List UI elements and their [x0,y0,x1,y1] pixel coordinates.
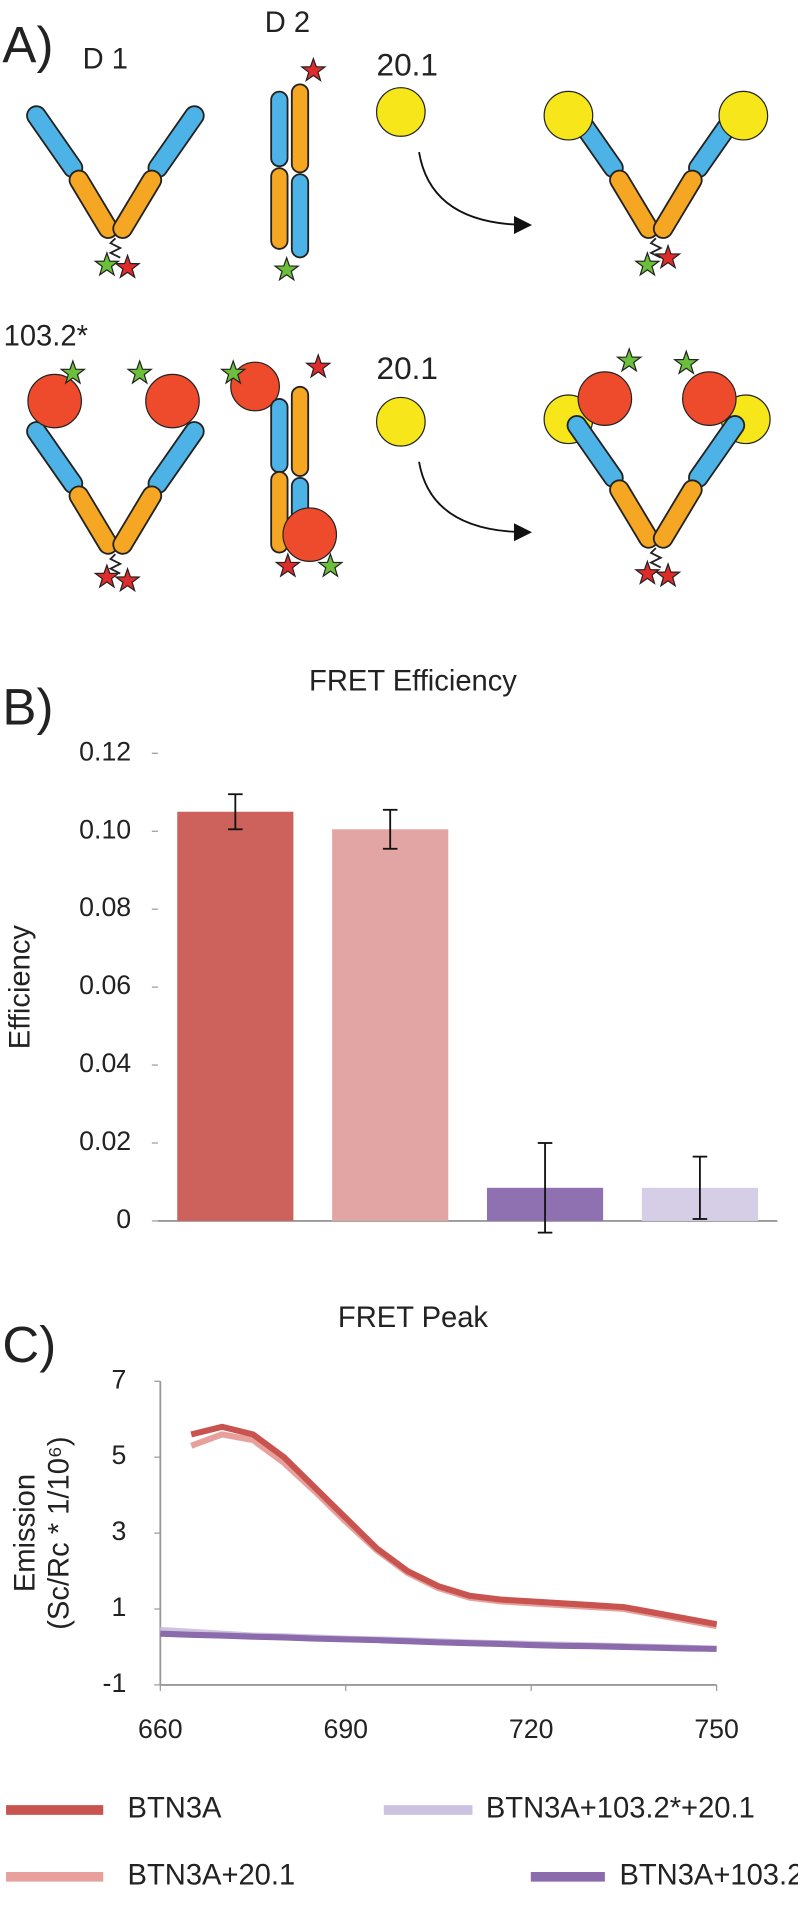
x-tick-label: 690 [323,1714,368,1744]
bar [332,829,449,1221]
protein [270,385,310,554]
y-axis-label: Efficiency [5,925,37,1050]
arrow [418,461,532,542]
star [94,252,120,276]
chart-title: FRET Peak [338,1302,489,1334]
arrow [418,151,532,235]
x-tick-label: 720 [509,1714,554,1744]
y-tick-label: 0.12 [79,736,131,766]
panel-label: A) [2,16,53,73]
y-tick-label: -1 [103,1668,127,1698]
star [274,257,299,281]
y-tick-label: 5 [111,1440,126,1470]
ligand [718,90,769,141]
y-axis-label: (Sc/Rc * 1/10⁶) [43,1436,75,1629]
y-tick-label: 0.10 [79,814,131,844]
star [94,564,120,588]
star [301,57,326,82]
star [115,254,140,278]
star [617,348,642,372]
ligand [375,396,426,447]
y-tick-label: 0.06 [79,970,131,1000]
label: D 1 [83,44,128,76]
legend-label: BTN3A+20.1 [128,1860,296,1892]
y-tick-label: 7 [111,1364,126,1394]
ligand [543,90,594,141]
star [674,350,699,374]
legend-label: BTN3A [128,1793,222,1825]
y-tick-label: 0.04 [79,1048,131,1078]
label: 20.1 [377,350,438,386]
y-tick-label: 0 [116,1204,131,1234]
star [127,360,152,384]
x-tick-label: 750 [694,1714,739,1744]
panel-label: B) [2,678,53,735]
legend-label: BTN3A+103.2* [619,1860,798,1892]
ligand [375,87,426,137]
line [160,1630,717,1652]
star [306,354,331,378]
y-tick-label: 0.02 [79,1126,131,1156]
label: 103.2* [4,321,88,353]
y-tick-label: 3 [111,1516,126,1546]
star [635,252,660,276]
antibody [145,373,200,429]
y-tick-label: 1 [111,1592,126,1622]
bar [177,811,294,1221]
panel-label: C) [2,1316,56,1373]
antibody [27,373,82,429]
line [190,1431,718,1630]
line [190,1423,718,1628]
antibody [282,507,338,563]
label: D 2 [265,7,310,39]
y-tick-label: 0.08 [79,892,131,922]
protein [577,116,735,258]
antibody [230,361,280,412]
antibody [577,371,633,426]
legend-label: BTN3A+103.2*+20.1 [486,1793,755,1825]
label: 20.1 [377,46,438,82]
chart-title: FRET Efficiency [309,666,517,698]
protein [36,116,194,258]
protein [270,83,310,259]
antibody [682,371,737,426]
y-axis-label: Emission [9,1474,41,1592]
x-tick-label: 660 [138,1714,183,1744]
star [115,568,140,592]
protein [577,425,735,567]
protein [36,431,194,573]
